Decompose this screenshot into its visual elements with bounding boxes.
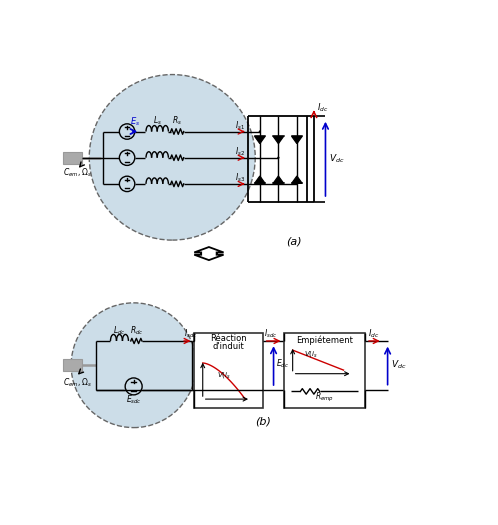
Text: $E_{sdc}$: $E_{sdc}$ <box>126 394 142 406</box>
Text: $I_{dc}$: $I_{dc}$ <box>368 328 379 340</box>
Text: Empiétement: Empiétement <box>296 336 353 345</box>
Text: (a): (a) <box>286 237 302 247</box>
FancyBboxPatch shape <box>63 152 82 164</box>
Polygon shape <box>273 176 283 183</box>
Text: $E_{dc}$: $E_{dc}$ <box>276 358 289 370</box>
Polygon shape <box>273 136 283 144</box>
Text: $E_s$: $E_s$ <box>129 116 140 129</box>
Text: (b): (b) <box>255 417 271 427</box>
Polygon shape <box>292 136 302 144</box>
Text: $I_{sdc}$: $I_{sdc}$ <box>264 328 278 340</box>
Polygon shape <box>194 247 224 260</box>
Polygon shape <box>292 176 302 183</box>
Text: Réaction: Réaction <box>210 334 247 343</box>
Polygon shape <box>254 136 265 144</box>
FancyBboxPatch shape <box>284 332 365 407</box>
Circle shape <box>277 156 279 159</box>
Circle shape <box>296 183 298 185</box>
Text: $V_{dc}$: $V_{dc}$ <box>329 152 345 165</box>
Text: $I_{s3}$: $I_{s3}$ <box>235 172 245 184</box>
Text: $C_{em}$, $\Omega_s$: $C_{em}$, $\Omega_s$ <box>63 166 92 179</box>
Text: $V(i_s$: $V(i_s$ <box>304 350 318 360</box>
Circle shape <box>258 130 261 133</box>
Text: $L_{dc}$: $L_{dc}$ <box>113 324 125 337</box>
Text: $L_s$: $L_s$ <box>153 114 162 127</box>
Polygon shape <box>254 176 265 183</box>
Text: $R_{emp}$: $R_{emp}$ <box>315 391 334 404</box>
Text: $I_{sdc}$: $I_{sdc}$ <box>184 328 197 340</box>
FancyBboxPatch shape <box>63 359 82 371</box>
Text: $C_{em}$, $\Omega_s$: $C_{em}$, $\Omega_s$ <box>63 376 92 389</box>
Text: $I_{dc}$: $I_{dc}$ <box>317 101 328 114</box>
Text: $R_{dc}$: $R_{dc}$ <box>129 324 143 337</box>
Ellipse shape <box>71 303 196 427</box>
Text: $I_{s2}$: $I_{s2}$ <box>235 145 245 158</box>
Text: $R_s$: $R_s$ <box>172 114 182 127</box>
Text: $V(i_s$: $V(i_s$ <box>218 370 231 380</box>
Text: d'induit: d'induit <box>213 342 245 351</box>
FancyBboxPatch shape <box>194 332 263 407</box>
Text: $V_{dc}$: $V_{dc}$ <box>391 358 406 371</box>
Text: $I_{s1}$: $I_{s1}$ <box>235 120 245 132</box>
Circle shape <box>89 75 255 240</box>
